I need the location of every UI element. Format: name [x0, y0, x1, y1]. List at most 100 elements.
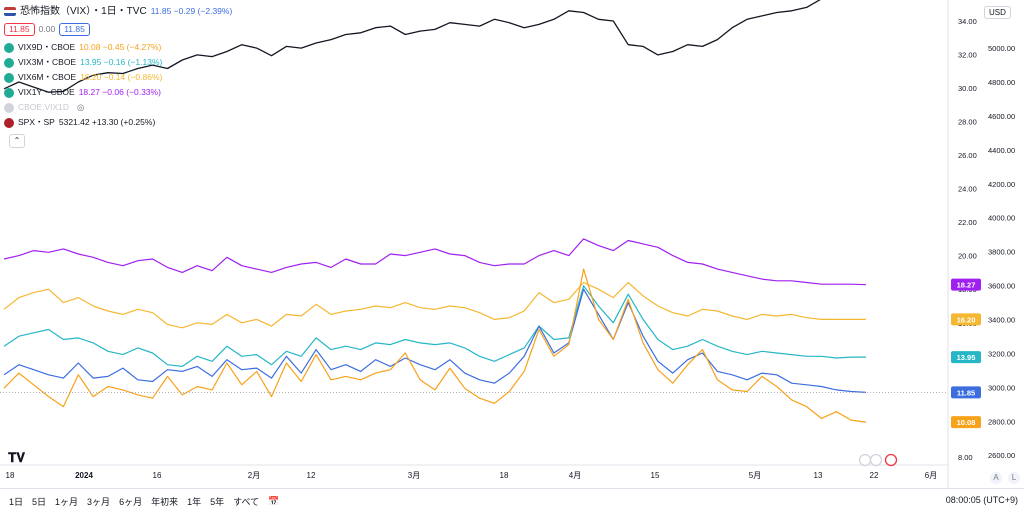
right-tick-label: 2600.00	[988, 451, 1015, 460]
auto-scale-icon[interactable]: A	[990, 472, 1002, 484]
left-tick-label: 24.00	[958, 185, 977, 194]
range-button-8[interactable]: すべて	[233, 496, 260, 507]
legend-label: VIX3M・CBOE	[18, 57, 77, 67]
legend-value: 5321.42 +13.30 (+0.25%)	[58, 117, 156, 127]
legend-value: 18.27 −0.06 (−0.33%)	[78, 87, 161, 97]
range-button-2[interactable]: 1ヶ月	[55, 496, 79, 507]
right-tick-label: 4800.00	[988, 78, 1015, 87]
tradingview-logo: 𝐓𝐕	[8, 450, 25, 465]
legend-value: 16.20 −0.14 (−0.86%)	[80, 72, 163, 82]
right-tick-label: 3800.00	[988, 248, 1015, 257]
series-line-5[interactable]	[3, 268, 867, 423]
range-button-7[interactable]: 5年	[210, 496, 225, 507]
ask-box[interactable]: 11.85	[59, 23, 90, 36]
price-tag	[951, 416, 981, 429]
range-button-5[interactable]: 年初来	[151, 496, 179, 507]
price-tag-label: 11.85	[957, 388, 975, 397]
series-line-0[interactable]	[3, 0, 866, 93]
series-line-3[interactable]	[3, 285, 866, 367]
left-tick-label: 34.00	[958, 17, 977, 26]
series-status-icon	[4, 117, 14, 128]
spread-value: 0.00	[38, 24, 56, 34]
x-tick-label: 3月	[408, 471, 420, 480]
price-tag	[951, 313, 981, 326]
right-tick-label: 3000.00	[988, 383, 1015, 392]
legend-row-1[interactable]: VIX3M・CBOE 13.95 −0.16 (−1.13%)	[4, 55, 232, 70]
left-tick-label: 28.00	[958, 117, 977, 126]
legend-label: CBOE:VIX1D	[18, 102, 70, 112]
x-tick-label: 13	[814, 471, 823, 480]
bottom-toolbar: 1日 5日 1ヶ月 3ヶ月 6ヶ月 年初来 1年 5年 すべて 📅 08:00:05 (UTC+…	[0, 488, 1024, 513]
event-marker-icon[interactable]	[884, 453, 898, 467]
left-tick-label: 22.00	[958, 218, 977, 227]
legend-row-0[interactable]: VIX9D・CBOE 10.08 −0.45 (−4.27%)	[4, 40, 232, 55]
legend-label: VIX1Y・CBOE	[18, 87, 75, 97]
right-price-axis[interactable]: 5000.00 4800.00 4600.00 4400.00 4200.00 4000.…	[988, 44, 1015, 460]
x-tick-label: 2024	[75, 471, 93, 480]
right-tick-label: 2800.00	[988, 417, 1015, 426]
left-tick-label: 30.00	[958, 84, 977, 93]
right-tick-label: 4200.00	[988, 180, 1015, 189]
price-tag-label: 16.20	[957, 315, 976, 324]
range-button-4[interactable]: 6ヶ月	[119, 496, 143, 507]
time-axis[interactable]: 18 2024 16 2月 12 3月 18 4月 15 5月 13 22 6月	[6, 471, 938, 480]
legend-row-5[interactable]: SPX・SP 5321.42 +13.30 (+0.25%)	[4, 115, 232, 130]
x-tick-label: 15	[651, 471, 660, 480]
left-tick-label: 32.00	[958, 50, 977, 59]
us-flag-icon	[4, 7, 16, 16]
price-tag	[951, 386, 981, 399]
series-status-icon	[4, 87, 14, 98]
series-line-1[interactable]	[3, 238, 867, 286]
legend-value: 13.95 −0.16 (−1.13%)	[80, 57, 163, 67]
price-tag-label: 13.95	[957, 353, 976, 362]
right-tick-label: 4400.00	[988, 146, 1015, 155]
bid-ask-row: 11.85 0.00 11.85	[4, 22, 232, 37]
collapse-legend-button[interactable]: ⌃	[9, 134, 25, 148]
event-marker-icon[interactable]	[869, 453, 883, 467]
right-tick-label: 3200.00	[988, 349, 1015, 358]
clock-display[interactable]: 08:00:05 (UTC+9)	[945, 495, 1018, 505]
bid-box[interactable]: 11.85	[4, 23, 35, 36]
range-button-1[interactable]: 5日	[32, 496, 47, 507]
right-tick-label: 5000.00	[988, 44, 1015, 53]
legend-label: VIX6M・CBOE	[18, 72, 77, 82]
legend-row-3[interactable]: VIX1Y・CBOE 18.27 −0.06 (−0.33%)	[4, 85, 232, 100]
legend-row-2[interactable]: VIX6M・CBOE 16.20 −0.14 (−0.86%)	[4, 70, 232, 85]
range-button-0[interactable]: 1日	[9, 496, 24, 507]
log-scale-icon[interactable]: L	[1008, 472, 1020, 484]
series-status-icon	[4, 72, 14, 83]
currency-selector[interactable]: USD	[984, 6, 1011, 19]
series-status-icon	[4, 42, 14, 53]
right-tick-label: 4600.00	[988, 112, 1015, 121]
legend-row-4[interactable]: CBOE:VIX1D ◎	[4, 100, 232, 115]
legend-label: VIX9D・CBOE	[18, 42, 76, 52]
event-marker-icon[interactable]	[858, 453, 872, 467]
symbol-title[interactable]: 恐怖指数（VIX）・1日・TVC	[20, 6, 147, 17]
hidden-eye-icon[interactable]: ◎	[77, 102, 85, 112]
x-tick-label: 18	[500, 471, 509, 480]
x-tick-label: 18	[6, 471, 15, 480]
range-button-6[interactable]: 1年	[187, 496, 202, 507]
x-tick-label: 5月	[749, 471, 761, 480]
x-tick-label: 16	[153, 471, 162, 480]
price-tag-label: 10.08	[957, 418, 976, 427]
symbol-quote: 11.85 −0.29 (−2.39%)	[150, 6, 233, 16]
series-line-2[interactable]	[3, 281, 866, 329]
legend-label: SPX・SP	[18, 117, 55, 127]
series-status-icon	[4, 102, 14, 113]
x-tick-label: 6月	[925, 471, 937, 480]
series-status-icon	[4, 57, 14, 68]
date-range-icon[interactable]: 📅	[268, 495, 280, 506]
right-tick-label: 3400.00	[988, 316, 1015, 325]
left-tick-label: 8.00	[958, 453, 973, 462]
x-tick-label: 12	[307, 471, 316, 480]
price-tag	[951, 278, 981, 291]
range-button-3[interactable]: 3ヶ月	[87, 496, 111, 507]
series-line-4[interactable]	[3, 288, 867, 393]
main-symbol-row[interactable]: 恐怖指数（VIX）・1日・TVC 11.85 −0.29 (−2.39%)	[4, 4, 232, 19]
left-tick-label: 26.00	[958, 151, 977, 160]
left-tick-label: 20.00	[958, 252, 977, 261]
legend-value: 10.08 −0.45 (−4.27%)	[79, 42, 162, 52]
right-tick-label: 4000.00	[988, 214, 1015, 223]
